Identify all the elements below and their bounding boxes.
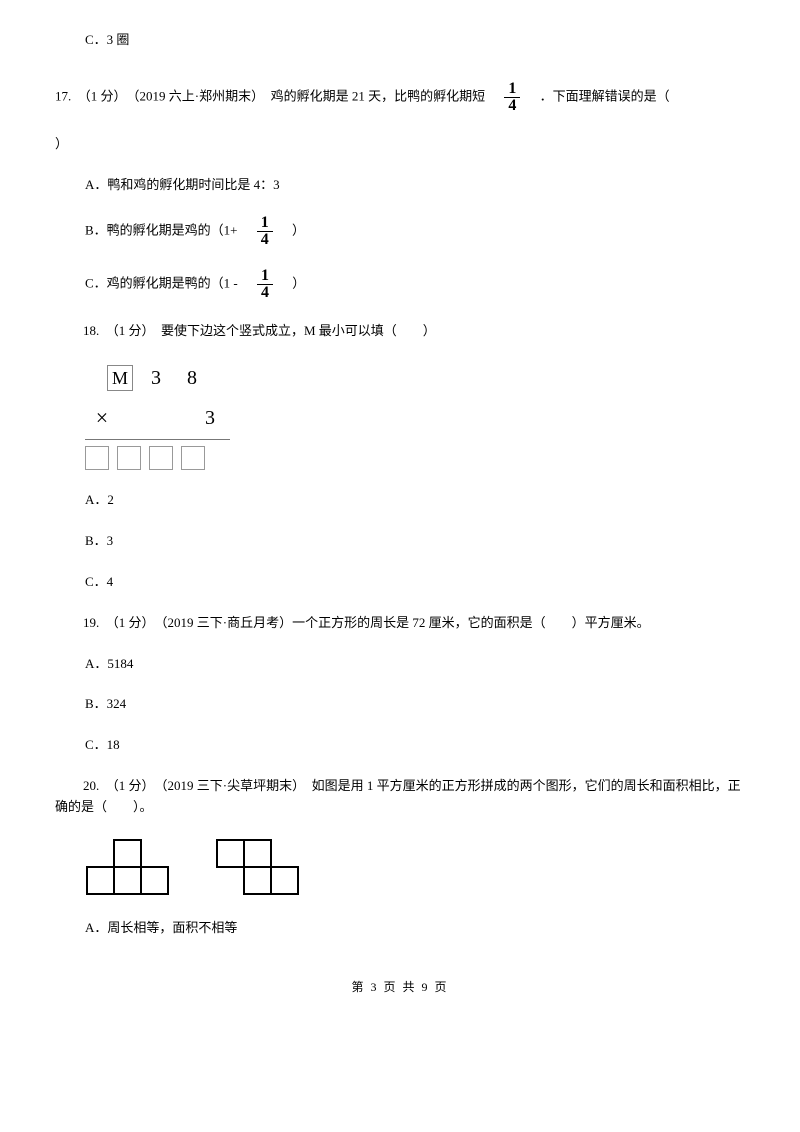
q17-optb-num: 1 bbox=[257, 215, 273, 232]
q18-stem: 18. （1 分） 要使下边这个竖式成立，M 最小可以填（ ） bbox=[55, 321, 745, 342]
q17-optc-post: ） bbox=[279, 276, 305, 291]
q17-close-paren: ） bbox=[55, 134, 745, 155]
q17-optb-post: ） bbox=[279, 223, 305, 238]
result-box-4 bbox=[181, 446, 205, 470]
m-box: M bbox=[107, 365, 133, 391]
q19-option-b: B．324 bbox=[55, 694, 745, 715]
q16-option-c: C．3 圈 bbox=[55, 30, 745, 51]
q18-option-b: B．3 bbox=[55, 531, 745, 552]
q17-fraction: 1 4 bbox=[504, 81, 520, 114]
q17-optc-fraction: 1 4 bbox=[257, 268, 273, 301]
mult-row-2: × 3 bbox=[85, 400, 745, 435]
q17-frac-num: 1 bbox=[504, 81, 520, 98]
q19-option-c: C．18 bbox=[55, 735, 745, 756]
q18-option-c: C．4 bbox=[55, 572, 745, 593]
q20-stem: 20. （1 分） （2019 三下·尖草坪期末） 如图是用 1 平方厘米的正方… bbox=[55, 776, 745, 818]
result-box-3 bbox=[149, 446, 173, 470]
q17-optc-den: 4 bbox=[257, 285, 273, 301]
q17-optb-pre: B．鸭的孵化期是鸡的（1+ bbox=[85, 223, 251, 238]
q19-stem: 19. （1 分） （2019 三下·商丘月考）一个正方形的周长是 72 厘米，… bbox=[55, 613, 745, 634]
times-sign: × bbox=[89, 400, 115, 435]
shape-right bbox=[215, 838, 305, 898]
q17-option-b: B．鸭的孵化期是鸡的（1+ 1 4 ） bbox=[55, 215, 745, 248]
q17-optb-fraction: 1 4 bbox=[257, 215, 273, 248]
q18-option-a: A．2 bbox=[55, 490, 745, 511]
q17-stem: 17. （1 分） （2019 六上·郑州期末） 鸡的孵化期是 21 天，比鸭的… bbox=[55, 81, 745, 114]
q17-option-a: A．鸭和鸡的孵化期时间比是 4：3 bbox=[55, 175, 745, 196]
result-box-2 bbox=[117, 446, 141, 470]
multiplication-vertical: M 3 8 × 3 bbox=[85, 362, 745, 470]
q20-option-a: A．周长相等，面积不相等 bbox=[55, 918, 745, 939]
q17-frac-den: 4 bbox=[504, 98, 520, 114]
q17-optc-pre: C．鸡的孵化期是鸭的（1 - bbox=[85, 276, 251, 291]
digit-3: 3 bbox=[143, 362, 169, 394]
digit-3b: 3 bbox=[197, 402, 223, 434]
page-footer: 第 3 页 共 9 页 bbox=[55, 978, 745, 997]
q17-stem-pre: 17. （1 分） （2019 六上·郑州期末） 鸡的孵化期是 21 天，比鸭的… bbox=[55, 88, 498, 103]
shape-left bbox=[85, 838, 175, 898]
q19-option-a: A．5184 bbox=[55, 654, 745, 675]
digit-8: 8 bbox=[179, 362, 205, 394]
q17-option-c: C．鸡的孵化期是鸭的（1 - 1 4 ） bbox=[55, 268, 745, 301]
q17-optc-num: 1 bbox=[257, 268, 273, 285]
shapes-container bbox=[85, 838, 745, 898]
q17-stem-post: ．下面理解错误的是（ bbox=[527, 88, 670, 103]
mult-hline bbox=[85, 439, 230, 440]
mult-row-3 bbox=[85, 446, 745, 470]
result-box-1 bbox=[85, 446, 109, 470]
mult-row-1: M 3 8 bbox=[85, 362, 745, 394]
q17-optb-den: 4 bbox=[257, 232, 273, 248]
